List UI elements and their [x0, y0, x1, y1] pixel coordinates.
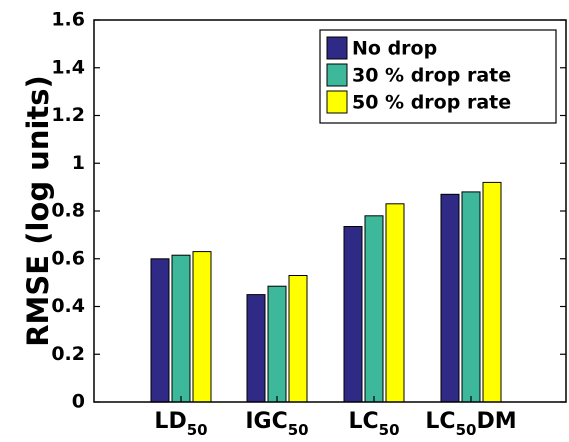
- y-tick-label: 0.6: [51, 247, 85, 269]
- y-tick-label: 0.4: [51, 295, 85, 317]
- y-axis-label: RMSE (log units): [21, 75, 55, 347]
- bar-no-drop-2: [343, 226, 363, 403]
- y-tick-label: 1.6: [51, 9, 85, 31]
- bar-no-drop-3: [440, 193, 460, 403]
- y-ticks: 0 0.2 0.4 0.6 0.8 1 1.2 1.4 1.6: [51, 9, 566, 413]
- legend-box: [319, 29, 557, 124]
- legend: No drop 30 % drop rate 50 % drop rate: [319, 29, 557, 124]
- x-tick-label: IGC50: [245, 409, 308, 438]
- bar-50-drop-rate-0: [192, 251, 212, 403]
- bar-no-drop-1: [246, 294, 266, 403]
- legend-label: No drop: [352, 38, 437, 60]
- legend-swatch: [326, 90, 348, 114]
- bar-50-drop-rate-1: [288, 275, 308, 403]
- bar-no-drop-0: [150, 258, 170, 403]
- bar-50-drop-rate-3: [482, 181, 502, 403]
- x-tick-labels: LD50 IGC50 LC50 LC50DM: [154, 396, 517, 439]
- bar-30-drop-rate-0: [171, 254, 191, 403]
- legend-items: No drop 30 % drop rate 50 % drop rate: [326, 36, 511, 114]
- y-tick-label: 0.2: [51, 343, 85, 365]
- y-tick-label: 0.8: [51, 200, 85, 222]
- x-tick-label: LC50DM: [425, 409, 516, 438]
- x-tick-label: LD50: [154, 409, 207, 438]
- bar-30-drop-rate-1: [267, 285, 287, 403]
- y-tick-label: 1.2: [51, 104, 85, 126]
- x-tick-label: LC50: [348, 409, 399, 438]
- bars: [150, 181, 502, 403]
- legend-swatch: [326, 63, 348, 87]
- bar-30-drop-rate-2: [364, 215, 384, 403]
- bar-30-drop-rate-3: [461, 191, 481, 403]
- legend-swatch: [326, 36, 348, 60]
- y-tick-label: 1: [72, 152, 85, 174]
- y-tick-label: 0: [72, 391, 85, 413]
- y-tick-label: 1.4: [51, 56, 85, 78]
- bar-50-drop-rate-2: [385, 203, 405, 403]
- legend-label: 50 % drop rate: [352, 92, 511, 114]
- legend-label: 30 % drop rate: [352, 65, 511, 87]
